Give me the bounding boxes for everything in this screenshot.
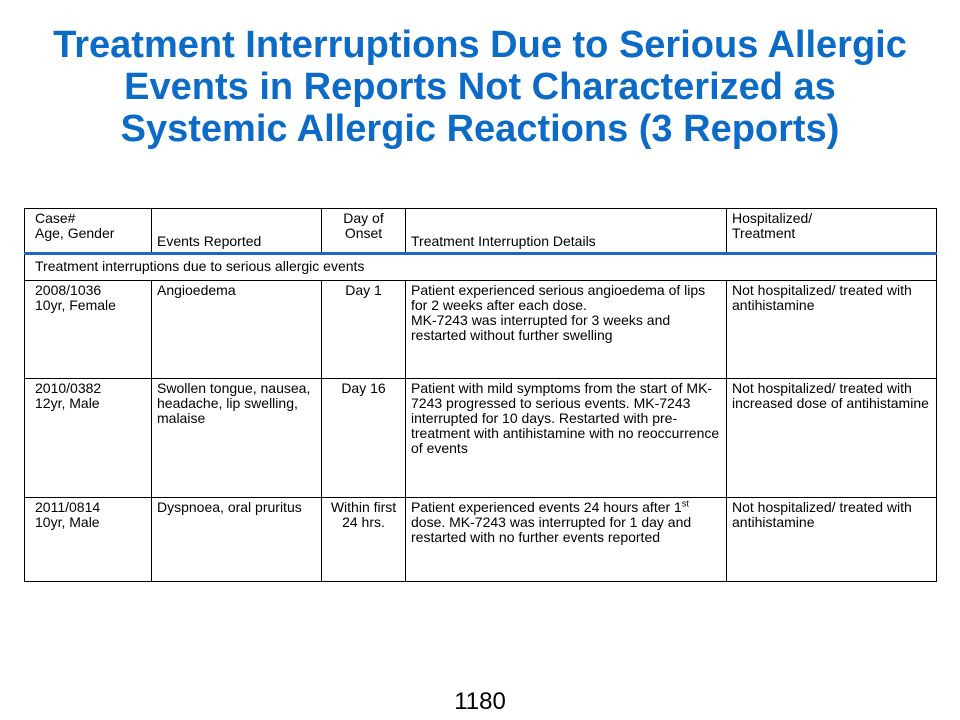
table-header-row: Case# Age, Gender Events Reported Day of… bbox=[24, 208, 937, 255]
header-onset-line1: Day of bbox=[343, 210, 384, 226]
details-pre: Patient experienced events 24 hours afte… bbox=[411, 499, 682, 515]
details-cell: Patient experienced events 24 hours afte… bbox=[405, 497, 727, 582]
case-cell: 2010/0382 12yr, Male bbox=[24, 378, 152, 498]
events-cell: Swollen tongue, nausea, headache, lip sw… bbox=[151, 378, 322, 498]
onset-cell: Within first 24 hrs. bbox=[321, 497, 406, 582]
header-hosp-line1: Hospitalized/ bbox=[732, 210, 813, 226]
header-onset-line2: Onset bbox=[344, 225, 383, 241]
header-events: Events Reported bbox=[151, 208, 322, 255]
events-cell: Angioedema bbox=[151, 280, 322, 379]
details-cell: Patient experienced serious angioedema o… bbox=[405, 280, 727, 379]
allergic-events-table: Case# Age, Gender Events Reported Day of… bbox=[24, 208, 937, 582]
details-sup: st bbox=[681, 498, 689, 509]
section-row: Treatment interruptions due to serious a… bbox=[24, 253, 937, 281]
header-hosp-line2: Treatment bbox=[732, 225, 796, 241]
title-line-2: Events in Reports Not Characterized as bbox=[124, 66, 836, 108]
title-line-3: Systemic Allergic Reactions (3 Reports) bbox=[120, 108, 840, 150]
hospitalized-cell: Not hospitalized/ treated with antihista… bbox=[726, 497, 937, 582]
events-cell: Dyspnoea, oral pruritus bbox=[151, 497, 322, 582]
age-gender: 12yr, Male bbox=[35, 395, 100, 411]
case-cell: 2008/1036 10yr, Female bbox=[24, 280, 152, 379]
header-case-line2: Age, Gender bbox=[35, 225, 115, 241]
case-id: 2008/1036 bbox=[35, 282, 102, 298]
details-cell: Patient with mild symptoms from the star… bbox=[405, 378, 727, 498]
table-row: 2008/1036 10yr, Female Angioedema Day 1 … bbox=[24, 280, 937, 379]
header-details: Treatment Interruption Details bbox=[405, 208, 727, 255]
table-row: 2010/0382 12yr, Male Swollen tongue, nau… bbox=[24, 378, 937, 498]
case-cell: 2011/0814 10yr, Male bbox=[24, 497, 152, 582]
header-onset: Day of Onset bbox=[321, 208, 406, 255]
hospitalized-cell: Not hospitalized/ treated with increased… bbox=[726, 378, 937, 498]
page-number: 1180 bbox=[454, 688, 506, 715]
header-case-line1: Case# bbox=[35, 210, 76, 226]
section-label: Treatment interruptions due to serious a… bbox=[24, 253, 937, 281]
onset-cell: Day 1 bbox=[321, 280, 406, 379]
header-hospitalized: Hospitalized/ Treatment bbox=[726, 208, 937, 255]
onset-cell: Day 16 bbox=[321, 378, 406, 498]
age-gender: 10yr, Male bbox=[35, 514, 100, 530]
details-line-2: MK-7243 was interrupted for 3 weeks and … bbox=[411, 312, 671, 343]
table-row: 2011/0814 10yr, Male Dyspnoea, oral prur… bbox=[24, 497, 937, 582]
case-id: 2010/0382 bbox=[35, 380, 102, 396]
title-line-1: Treatment Interruptions Due to Serious A… bbox=[53, 24, 907, 66]
header-case: Case# Age, Gender bbox=[24, 208, 152, 255]
details-line-1: Patient experienced serious angioedema o… bbox=[411, 282, 706, 313]
details-post: dose. MK-7243 was interrupted for 1 day … bbox=[411, 514, 692, 545]
case-id: 2011/0814 bbox=[35, 499, 101, 515]
age-gender: 10yr, Female bbox=[35, 297, 116, 313]
page-title: Treatment Interruptions Due to Serious A… bbox=[0, 24, 960, 150]
hospitalized-cell: Not hospitalized/ treated with antihista… bbox=[726, 280, 937, 379]
